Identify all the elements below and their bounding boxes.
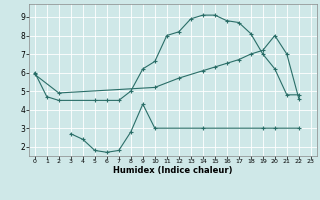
X-axis label: Humidex (Indice chaleur): Humidex (Indice chaleur) (113, 166, 233, 175)
